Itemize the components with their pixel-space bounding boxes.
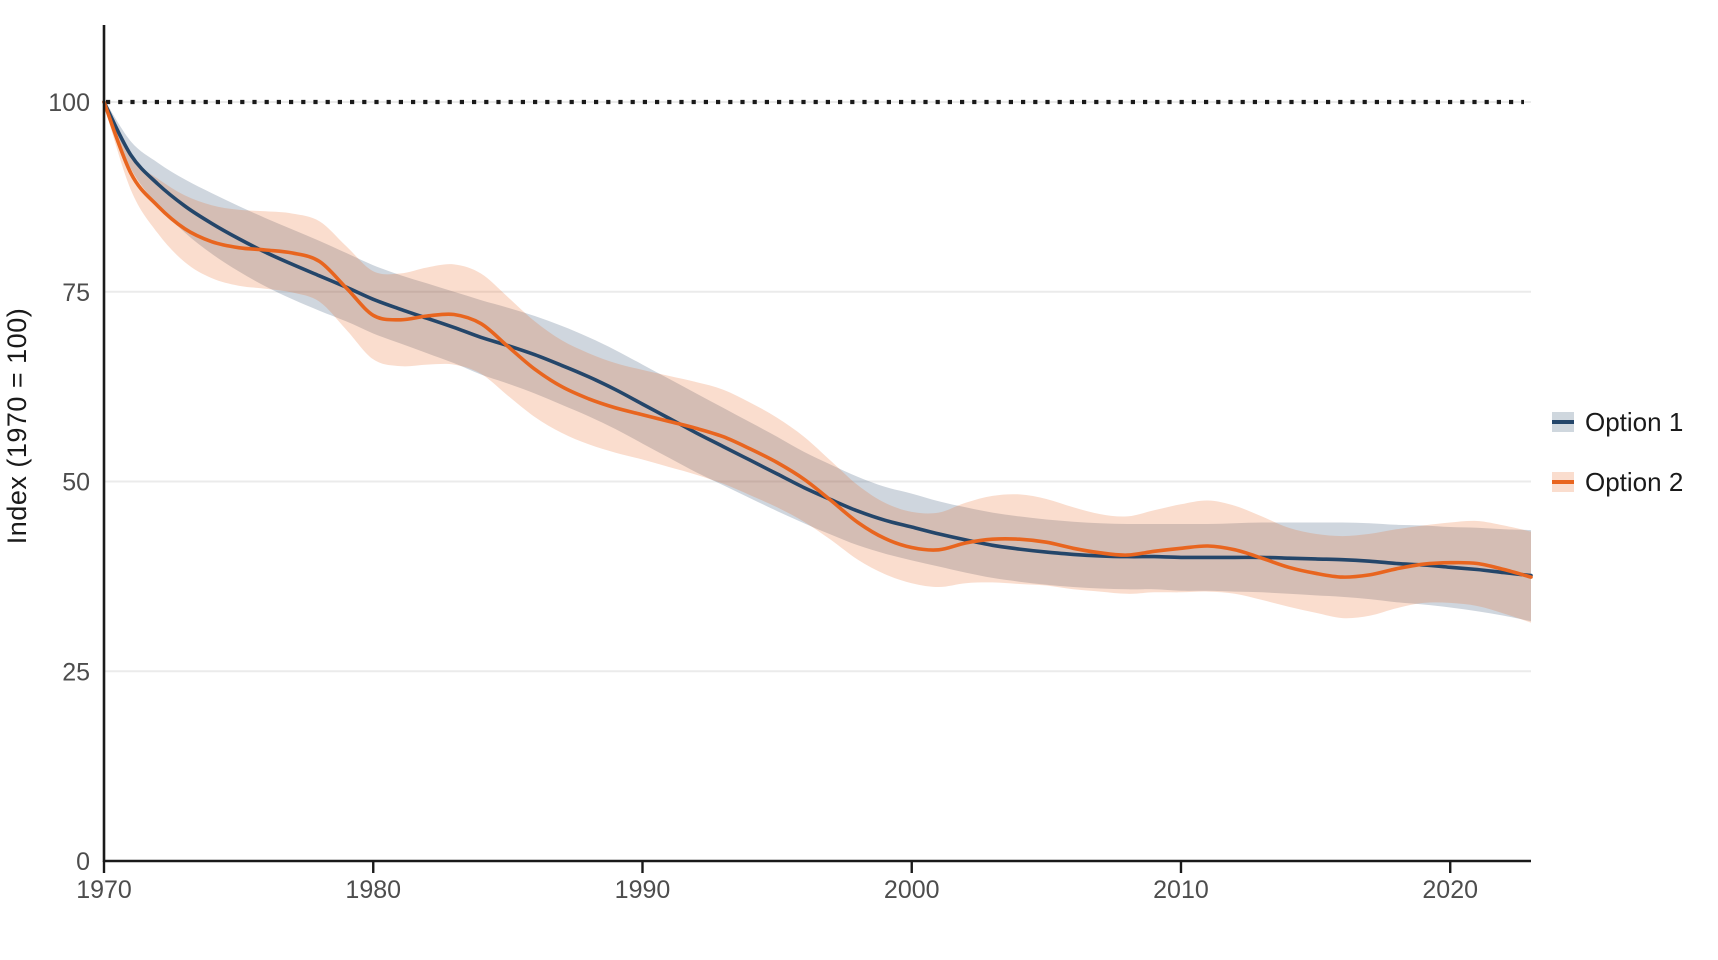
x-tick-label-2020: 2020 (1422, 876, 1478, 904)
x-tick-label-2010: 2010 (1153, 876, 1209, 904)
legend-swatch-option-2 (1552, 472, 1574, 492)
legend-label-option-1: Option 1 (1585, 407, 1684, 437)
x-tick-label-1980: 1980 (345, 876, 401, 904)
legend-line-sample-icon (1552, 420, 1574, 424)
x-tick-label-1970: 1970 (76, 876, 132, 904)
legend: Option 1 Option 2 (1552, 407, 1684, 497)
legend-item-option-1: Option 1 (1552, 407, 1684, 437)
y-axis-title: Index (1970 = 100) (2, 307, 32, 545)
x-tick-label-2000: 2000 (884, 876, 940, 904)
confidence-band-option-2 (104, 99, 1531, 623)
y-tick-label-25: 25 (62, 658, 90, 686)
x-tick-label-1990: 1990 (615, 876, 671, 904)
y-tick-label-0: 0 (76, 848, 90, 876)
series-line-option-2 (102, 100, 1533, 579)
legend-label-option-2: Option 2 (1585, 467, 1684, 497)
y-tick-label-100: 100 (48, 89, 90, 117)
legend-item-option-2: Option 2 (1552, 467, 1684, 497)
legend-line-sample-icon (1552, 480, 1574, 484)
legend-swatch-option-1 (1552, 412, 1574, 432)
y-tick-label-75: 75 (62, 279, 90, 307)
y-tick-label-50: 50 (62, 469, 90, 497)
